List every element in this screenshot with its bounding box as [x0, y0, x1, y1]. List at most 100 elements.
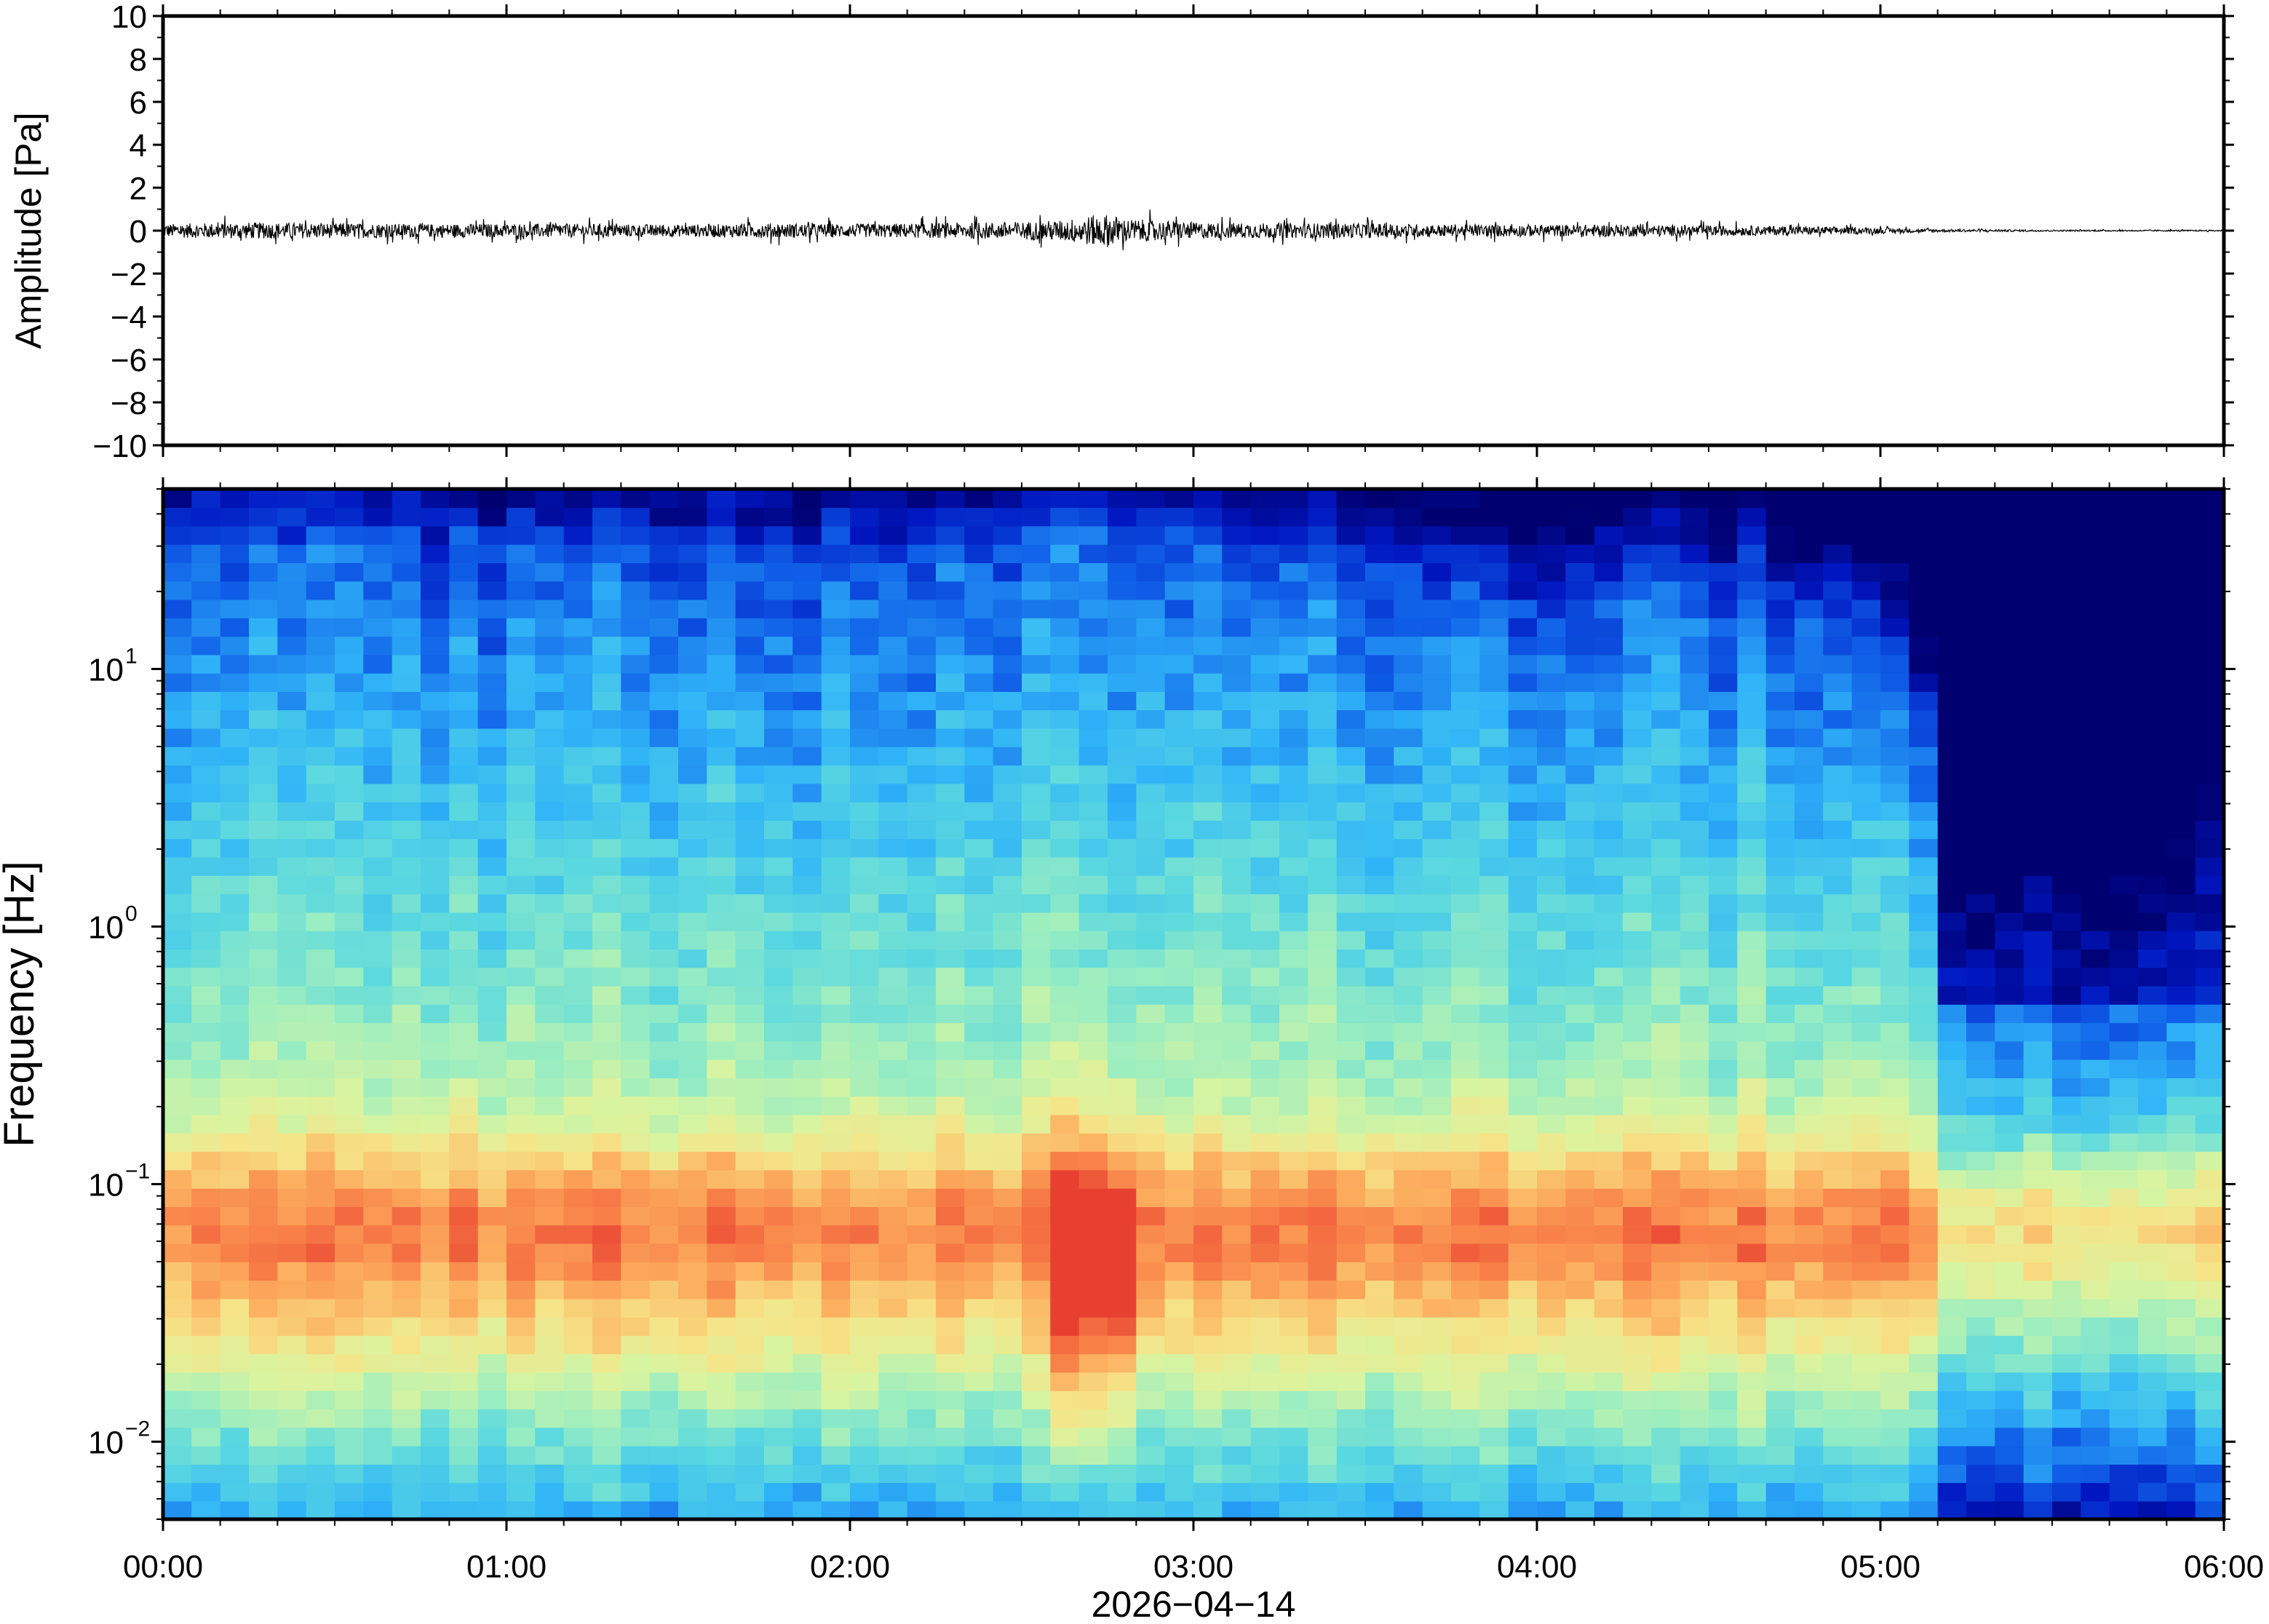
spectrogram-cell	[363, 1096, 393, 1115]
spectrogram-cell	[2138, 1187, 2168, 1207]
spectrogram-cell	[1222, 525, 1252, 545]
spectrogram-cell	[907, 562, 937, 582]
spectrogram-cell	[1365, 618, 1395, 637]
spectrogram-cell	[506, 985, 536, 1005]
spectrogram-cell	[1651, 1482, 1681, 1502]
spectrogram-cell	[1823, 728, 1853, 747]
spectrogram-cell	[2195, 525, 2224, 545]
spectrogram-cell	[2052, 1464, 2082, 1484]
spectrogram-cell	[1193, 599, 1223, 618]
spectrogram-cell	[1651, 525, 1681, 545]
spectrogram-cell	[1880, 856, 1910, 876]
spectrogram-cell	[821, 1040, 851, 1060]
spectrogram-cell	[1680, 1096, 1709, 1115]
spectrogram-cell	[907, 1225, 937, 1244]
spectrogram-cell	[1823, 1316, 1853, 1336]
spectrogram-cell	[2081, 636, 2110, 656]
spectrogram-cell	[1308, 1133, 1338, 1153]
spectrogram-cell	[477, 1096, 507, 1115]
spectrogram-cell	[1136, 1133, 1166, 1153]
spectrogram-cell	[506, 599, 536, 618]
spectrogram-cell	[1365, 893, 1395, 913]
spectrogram-cell	[678, 1316, 708, 1336]
spectrogram-cell	[421, 636, 450, 656]
spectrogram-cell	[1537, 581, 1567, 600]
spectrogram-cell	[1050, 618, 1080, 637]
spectrogram-cell	[2195, 1022, 2224, 1042]
spectrogram-cell	[1909, 1114, 1939, 1134]
spectrogram-cell	[2109, 618, 2139, 637]
spectrogram-cell	[163, 672, 193, 692]
spectrogram-cell	[1422, 1243, 1452, 1262]
spectrogram-cell	[1222, 1114, 1252, 1134]
spectrogram-cell	[306, 1445, 335, 1465]
spectrogram-cell	[1909, 875, 1939, 895]
spectrogram-cell	[1851, 1390, 1881, 1410]
spectrogram-cell	[936, 1040, 966, 1060]
spectrogram-cell	[2052, 618, 2082, 637]
spectrogram-cell	[2023, 599, 2053, 618]
spectrogram-cell	[936, 544, 966, 563]
spectrogram-cell	[1594, 1316, 1624, 1336]
spectrogram-cell	[1795, 1409, 1824, 1428]
spectrogram-cell	[477, 1206, 507, 1226]
spectrogram-cell	[1078, 893, 1108, 913]
spectrogram-cell	[764, 728, 794, 747]
spectrogram-cell	[1651, 747, 1681, 766]
spectrogram-cell	[1680, 1409, 1709, 1428]
spectrogram-cell	[2081, 728, 2110, 747]
spectrogram-cell	[907, 875, 937, 895]
spectrogram-cell	[1078, 801, 1108, 821]
spectrogram-cell	[1623, 544, 1653, 563]
spectrogram-cell	[649, 489, 679, 509]
spectrogram-cell	[335, 1225, 365, 1244]
spectrogram-cell	[249, 691, 279, 711]
spectrogram-cell	[1909, 581, 1939, 600]
spectrogram-cell	[1308, 1409, 1338, 1428]
spectrogram-cell	[592, 525, 622, 545]
spectrogram-cell	[163, 1187, 193, 1207]
spectrogram-cell	[735, 1059, 765, 1078]
spectrogram-cell	[449, 1390, 479, 1410]
spectrogram-cell	[191, 820, 221, 840]
spectrogram-cell	[506, 544, 536, 563]
spectrogram-cell	[1823, 636, 1853, 656]
spectrogram-cell	[1508, 1004, 1538, 1024]
spectrogram-cell	[1164, 1427, 1194, 1446]
spectrogram-cell	[2081, 912, 2110, 931]
spectrogram-cell	[1365, 1059, 1395, 1078]
spectrogram-cell	[306, 1004, 335, 1024]
spectrogram-cell	[1365, 1022, 1395, 1042]
spectrogram-cell	[621, 489, 651, 509]
spectrogram-cell	[1336, 1225, 1366, 1244]
spectrogram-cell	[191, 1004, 221, 1024]
spectrogram-cell	[936, 893, 966, 913]
spectrogram-cell	[1050, 544, 1080, 563]
spectrogram-cell	[163, 1372, 193, 1391]
spectrogram-cell	[1709, 1280, 1738, 1299]
spectrogram-cell	[1308, 1298, 1338, 1318]
spectrogram-cell	[1108, 1151, 1137, 1171]
spectrogram-cell	[592, 783, 622, 803]
spectrogram-cell	[277, 1114, 307, 1134]
spectrogram-cell	[1222, 599, 1252, 618]
spectrogram-cell	[1565, 1280, 1595, 1299]
spectrogram-cell	[1737, 618, 1767, 637]
spectrogram-cell	[563, 636, 593, 656]
spectrogram-cell	[1336, 985, 1366, 1005]
spectrogram-cell	[1050, 636, 1080, 656]
spectrogram-cell	[1336, 747, 1366, 766]
spectrogram-cell	[1594, 507, 1624, 527]
spectrogram-cell	[1737, 1316, 1767, 1336]
spectrogram-cell	[850, 599, 880, 618]
spectrogram-cell	[592, 1114, 622, 1134]
spectrogram-cell	[421, 783, 450, 803]
spectrogram-cell	[1594, 525, 1624, 545]
spectrogram-cell	[335, 1206, 365, 1226]
spectrogram-cell	[392, 1335, 421, 1355]
spectrogram-cell	[363, 1482, 393, 1502]
spectrogram-cell	[735, 820, 765, 840]
spectrogram-cell	[1136, 930, 1166, 950]
spectrogram-cell	[678, 1040, 708, 1060]
spectrogram-cell	[449, 1187, 479, 1207]
